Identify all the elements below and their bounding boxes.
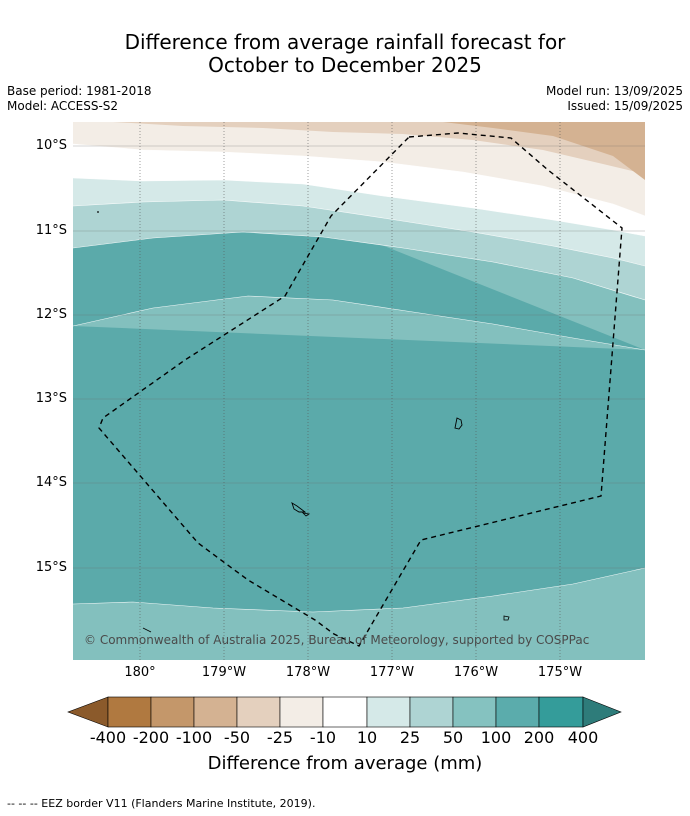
lon-label-176w: 176°W <box>453 665 499 680</box>
lon-label-179w: 179°W <box>201 665 247 680</box>
colorbar-bin-6 <box>322 696 368 728</box>
lat-label-15s: 15°S <box>35 560 67 575</box>
rainfall-map <box>73 122 645 660</box>
colorbar-bin-5 <box>279 696 324 728</box>
colorbar-title: Difference from average (mm) <box>207 753 483 774</box>
colorbar-label-100: 100 <box>480 728 512 747</box>
island-southeast <box>503 615 510 621</box>
colorbar-label-minus200: -200 <box>132 728 170 747</box>
copyright-notice: © Commonwealth of Australia 2025, Bureau… <box>84 633 590 647</box>
colorbar-label-minus25: -25 <box>266 728 294 747</box>
colorbar-bin-4 <box>236 696 281 728</box>
colorbar-bin-2 <box>150 696 195 728</box>
eez-border <box>98 132 623 647</box>
colorbar-bin-8 <box>409 696 454 728</box>
lat-label-13s: 13°S <box>35 391 67 406</box>
island-southwest <box>142 627 152 633</box>
colorbar-label-minus10: -10 <box>309 728 337 747</box>
colorbar-label-200: 200 <box>523 728 555 747</box>
colorbar-label-400: 400 <box>567 728 599 747</box>
contour-bottom-50-100 <box>73 568 645 660</box>
lon-label-177w: 177°W <box>369 665 415 680</box>
lon-label-180: 180° <box>124 665 156 680</box>
colorbar-label-minus100: -100 <box>175 728 213 747</box>
title-line-1: Difference from average rainfall forecas… <box>124 30 566 54</box>
island-northwest <box>97 211 99 213</box>
colorbar-bin-11 <box>538 696 584 728</box>
issued-date: Issued: 15/09/2025 <box>567 99 683 113</box>
contour-minus10-minus25 <box>73 122 645 216</box>
colorbar-bin-10 <box>495 696 540 728</box>
eez-footnote: -- -- -- EEZ border V11 (Flanders Marine… <box>7 797 316 810</box>
colorbar-label-25: 25 <box>399 728 421 747</box>
colorbar-bin-9 <box>452 696 497 728</box>
colorbar <box>67 696 622 728</box>
lat-label-12s: 12°S <box>35 307 67 322</box>
contour-minus50-minus100 <box>443 122 645 180</box>
model-name: Model: ACCESS-S2 <box>7 99 119 113</box>
latitude-gridlines <box>73 145 645 569</box>
model-run: Model run: 13/09/2025 <box>545 84 683 98</box>
lat-label-11s: 11°S <box>35 223 67 238</box>
title-line-2: October to December 2025 <box>208 53 482 77</box>
colorbar-extend-high <box>582 696 622 728</box>
chart-title: Difference from average rainfall forecas… <box>0 31 690 77</box>
metadata-left: Base period: 1981-2018 Model: ACCESS-S2 <box>7 84 152 114</box>
island-central-small <box>301 512 311 517</box>
base-period: Base period: 1981-2018 <box>7 84 152 98</box>
colorbar-extend-low <box>67 696 109 728</box>
colorbar-bin-7 <box>366 696 411 728</box>
contour-minus25-minus50 <box>113 122 645 174</box>
colorbar-label-50: 50 <box>442 728 464 747</box>
lon-label-175w: 175°W <box>537 665 583 680</box>
island-central <box>291 501 307 513</box>
colorbar-label-minus50: -50 <box>223 728 251 747</box>
metadata-right: Model run: 13/09/2025 Issued: 15/09/2025 <box>546 84 683 114</box>
colorbar-bin-3 <box>193 696 238 728</box>
colorbar-label-minus400: -400 <box>89 728 127 747</box>
island-east <box>454 417 463 430</box>
lon-label-178w: 178°W <box>285 665 331 680</box>
lat-label-14s: 14°S <box>35 475 67 490</box>
lat-label-10s: 10°S <box>35 138 67 153</box>
colorbar-label-10: 10 <box>356 728 378 747</box>
colorbar-bin-1 <box>107 696 152 728</box>
